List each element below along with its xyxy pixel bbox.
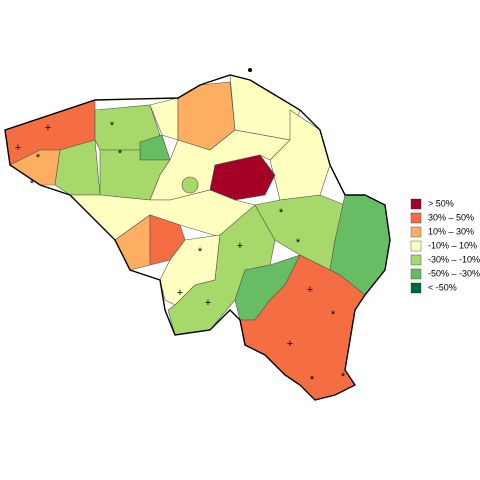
legend-label: -30% – -10% — [428, 254, 480, 264]
legend-swatch — [410, 282, 422, 294]
legend-label: -50% – -30% — [428, 268, 480, 278]
legend-swatch — [410, 254, 422, 266]
region — [229, 74, 301, 141]
marker: + — [205, 297, 211, 309]
marker: + — [307, 284, 313, 296]
legend-label: > 50% — [428, 198, 454, 208]
markers: + + + + + + + * * * * * * * * * * — [15, 120, 346, 386]
regions — [4, 74, 391, 401]
country-border — [4, 74, 391, 401]
marker: * — [118, 148, 123, 160]
marker: + — [45, 122, 51, 134]
legend-label: < -50% — [428, 282, 457, 292]
marker: * — [110, 120, 115, 132]
marker: * — [30, 178, 35, 190]
legend-label: -10% – 10% — [428, 240, 477, 250]
marker: * — [198, 246, 203, 258]
marker: + — [237, 240, 243, 252]
legend-label: 30% – 50% — [428, 212, 474, 222]
legend-swatch — [410, 212, 422, 224]
legend-swatch — [410, 226, 422, 238]
marker: * — [36, 152, 41, 164]
marker: + — [287, 338, 293, 350]
legend-label: 10% – 30% — [428, 226, 474, 236]
legend-swatch — [410, 268, 422, 280]
marker: * — [279, 207, 284, 219]
marker: * — [341, 371, 346, 383]
marker: + — [177, 287, 183, 299]
legend-swatch — [410, 198, 422, 210]
marker: * — [310, 374, 315, 386]
marker: * — [296, 237, 301, 249]
legend: > 50% 30% – 50% 10% – 30% -10% – 10% -30% – … — [410, 198, 480, 294]
marker: + — [15, 142, 21, 154]
legend-swatch — [410, 240, 422, 252]
region — [181, 176, 199, 194]
enclave — [248, 68, 252, 72]
marker: * — [331, 309, 336, 321]
